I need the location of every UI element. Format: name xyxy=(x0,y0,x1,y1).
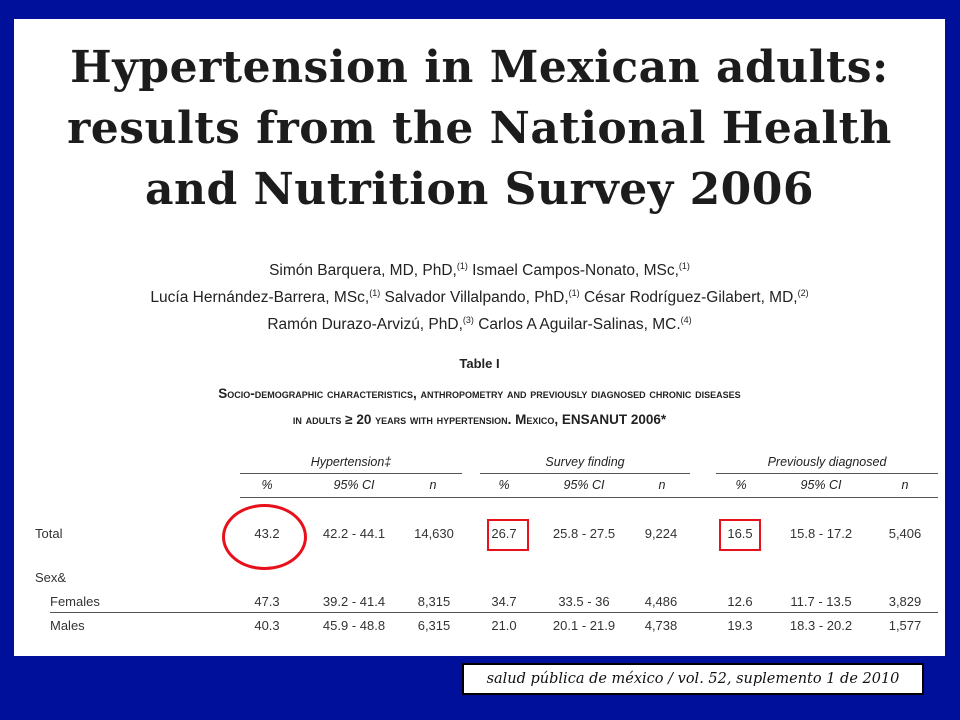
table-cell: 8,315 xyxy=(417,594,451,609)
table-cell: 6,315 xyxy=(417,618,451,633)
author-name: César Rodríguez-Gilabert, MD, xyxy=(583,289,798,306)
author-name: Carlos A Aguilar-Salinas, MC. xyxy=(478,316,681,333)
table-cell: 40.3 xyxy=(254,618,280,633)
affiliation-ref: (1) xyxy=(369,288,381,298)
caption-line: Socio-demographic characteristics, anthr… xyxy=(218,386,741,401)
author-name: Simón Barquera, MD, PhD, xyxy=(269,262,457,279)
author-line: Lucía Hernández-Barrera, MSc,(1) Salvado… xyxy=(14,282,945,309)
table-cell: 39.2 - 41.4 xyxy=(322,594,386,609)
author-name: Ismael Campos-Nonato, MSc, xyxy=(472,262,679,279)
table-cell: 20.1 - 21.9 xyxy=(552,618,616,633)
table-cell: 1,577 xyxy=(888,618,922,633)
affiliation-ref: (1) xyxy=(678,261,690,271)
highlight-circle xyxy=(222,504,307,570)
table-cell: 12.6 xyxy=(727,594,753,609)
table-caption: Socio-demographic characteristics, anthr… xyxy=(14,381,945,433)
table-cell: 4,486 xyxy=(644,594,678,609)
title-line: Hypertension in Mexican adults: xyxy=(70,42,889,93)
group-header-hypertension: Hypertension‡ xyxy=(240,455,462,474)
row-label-males: Males xyxy=(50,618,85,633)
column-header: n xyxy=(429,478,437,492)
table-cell: 14,630 xyxy=(414,526,454,541)
article-title: Hypertension in Mexican adults: results … xyxy=(14,37,945,220)
affiliation-ref: (4) xyxy=(680,315,692,325)
title-line: results from the National Health xyxy=(67,103,892,154)
column-header: 95% CI xyxy=(563,478,605,492)
row-label-total: Total xyxy=(35,526,63,541)
caption-line: in adults ≥ 20 years with hypertension. … xyxy=(292,412,667,427)
slide-panel: Hypertension in Mexican adults: results … xyxy=(14,19,945,656)
author-list: Simón Barquera, MD, PhD,(1) Ismael Campo… xyxy=(14,255,945,336)
table-cell: 45.9 - 48.8 xyxy=(322,618,386,633)
table-cell: 3,829 xyxy=(888,594,922,609)
highlight-box xyxy=(487,519,529,551)
row-rule xyxy=(50,612,938,613)
table-cell: 19.3 xyxy=(727,618,753,633)
table-cell: 18.3 - 20.2 xyxy=(789,618,853,633)
table-label: Table I xyxy=(459,356,500,371)
table-cell: 9,224 xyxy=(644,526,678,541)
table-cell: 33.5 - 36 xyxy=(558,594,610,609)
table-cell: 34.7 xyxy=(491,594,517,609)
highlight-box xyxy=(719,519,761,551)
author-line: Ramón Durazo-Arvizú, PhD,(3) Carlos A Ag… xyxy=(14,309,945,336)
table-cell: 26.7 xyxy=(491,526,517,541)
title-line: and Nutrition Survey 2006 xyxy=(144,164,815,215)
table-cell: 21.0 xyxy=(491,618,517,633)
header-rule xyxy=(240,497,938,498)
author-name: Ramón Durazo-Arvizú, PhD, xyxy=(267,316,463,333)
journal-citation: salud pública de méxico / vol. 52, suple… xyxy=(462,663,924,695)
column-header: n xyxy=(901,478,909,492)
author-line: Simón Barquera, MD, PhD,(1) Ismael Campo… xyxy=(14,255,945,282)
author-name: Lucía Hernández-Barrera, MSc, xyxy=(150,289,370,306)
table-cell: 25.8 - 27.5 xyxy=(552,526,616,541)
column-header: % xyxy=(735,478,747,492)
column-header: 95% CI xyxy=(800,478,842,492)
author-name: Salvador Villalpando, PhD, xyxy=(384,289,569,306)
affiliation-ref: (2) xyxy=(797,288,809,298)
column-header: n xyxy=(658,478,666,492)
affiliation-ref: (1) xyxy=(456,261,468,271)
row-label-females: Females xyxy=(50,594,100,609)
table-cell: 42.2 - 44.1 xyxy=(322,526,386,541)
group-header-previously-diagnosed: Previously diagnosed xyxy=(716,455,938,474)
table-cell: 16.5 xyxy=(727,526,753,541)
table-cell: 47.3 xyxy=(254,594,280,609)
table-cell: 4,738 xyxy=(644,618,678,633)
affiliation-ref: (1) xyxy=(568,288,580,298)
group-header-survey-finding: Survey finding xyxy=(480,455,690,474)
column-header: % xyxy=(261,478,273,492)
table-cell: 11.7 - 13.5 xyxy=(790,594,852,609)
table-cell: 15.8 - 17.2 xyxy=(789,526,853,541)
column-header: % xyxy=(498,478,510,492)
column-header: 95% CI xyxy=(333,478,375,492)
row-label-sex: Sex& xyxy=(35,570,67,585)
table-cell: 5,406 xyxy=(888,526,922,541)
affiliation-ref: (3) xyxy=(462,315,474,325)
